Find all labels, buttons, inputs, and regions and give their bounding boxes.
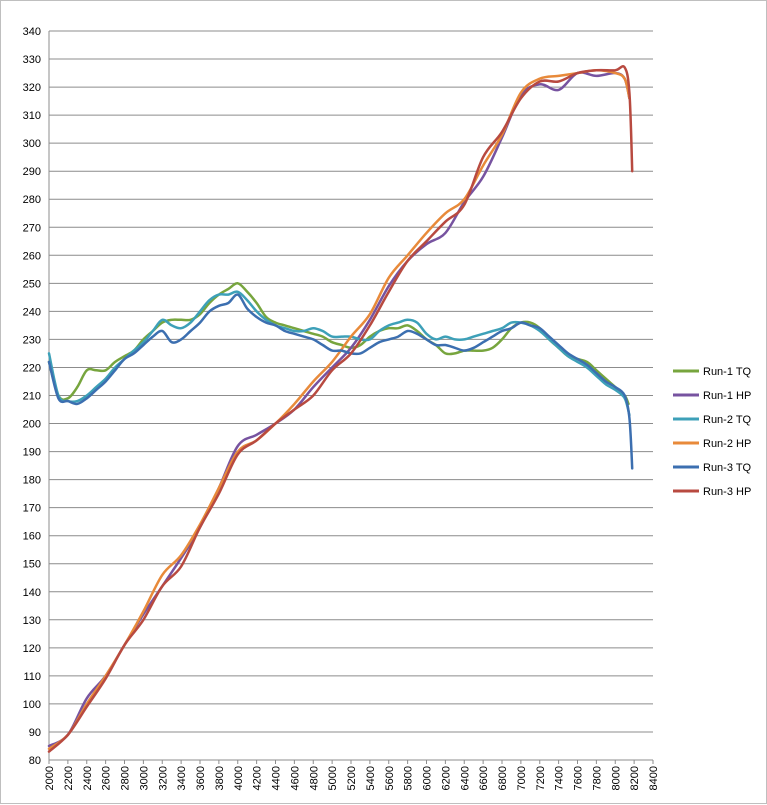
x-tick-label: 3400 xyxy=(176,766,188,790)
x-tick-label: 6400 xyxy=(459,766,471,790)
x-tick-label: 2800 xyxy=(120,766,132,790)
y-tick-label: 290 xyxy=(23,166,41,178)
x-tick-label: 3800 xyxy=(214,766,226,790)
x-tick-label: 3600 xyxy=(195,766,207,790)
legend-label: Run-1 TQ xyxy=(703,366,752,378)
x-tick-label: 7800 xyxy=(591,766,603,790)
series-line-run-1-tq xyxy=(47,282,630,406)
x-tick-label: 4200 xyxy=(252,766,264,790)
y-tick-label: 260 xyxy=(23,250,41,262)
x-tick-label: 5000 xyxy=(327,766,339,790)
y-tick-label: 320 xyxy=(23,82,41,94)
y-tick-label: 180 xyxy=(23,475,41,487)
x-tick-label: 8400 xyxy=(648,766,660,790)
series-line-run-1-hp xyxy=(47,71,631,748)
y-tick-label: 120 xyxy=(23,643,41,655)
x-tick-label: 4600 xyxy=(289,766,301,790)
legend-label: Run-1 HP xyxy=(703,390,751,402)
y-tick-label: 280 xyxy=(23,194,41,206)
x-tick-label: 3000 xyxy=(138,766,150,790)
y-tick-label: 210 xyxy=(23,391,41,403)
x-tick-label: 6800 xyxy=(497,766,509,790)
y-tick-label: 200 xyxy=(23,419,41,431)
y-tick-label: 310 xyxy=(23,110,41,122)
x-tick-label: 6200 xyxy=(440,766,452,790)
x-tick-label: 5400 xyxy=(365,766,377,790)
x-tick-label: 5600 xyxy=(384,766,396,790)
x-tick-label: 7600 xyxy=(573,766,585,790)
y-tick-label: 140 xyxy=(23,587,41,599)
x-tick-label: 4800 xyxy=(308,766,320,790)
y-tick-label: 240 xyxy=(23,306,41,318)
y-tick-label: 110 xyxy=(23,671,41,683)
series-line-run-3-hp xyxy=(47,65,634,753)
legend-label: Run-2 TQ xyxy=(703,414,752,426)
x-tick-label: 6600 xyxy=(478,766,490,790)
series-line-run-3-tq xyxy=(47,293,634,470)
x-tick-label: 4000 xyxy=(233,766,245,790)
y-tick-label: 150 xyxy=(23,559,41,571)
y-tick-label: 190 xyxy=(23,447,41,459)
y-tick-label: 130 xyxy=(23,615,41,627)
x-tick-label: 5200 xyxy=(346,766,358,790)
series-line-run-2-hp xyxy=(47,69,631,751)
x-tick-label: 4400 xyxy=(271,766,283,790)
y-tick-label: 170 xyxy=(23,503,41,515)
x-tick-label: 3200 xyxy=(157,766,169,790)
y-tick-label: 330 xyxy=(23,54,41,66)
x-tick-label: 7200 xyxy=(535,766,547,790)
x-tick-label: 8200 xyxy=(629,766,641,790)
x-tick-label: 5800 xyxy=(403,766,415,790)
x-tick-label: 2200 xyxy=(63,766,75,790)
y-tick-label: 160 xyxy=(23,531,41,543)
series-line-run-2-tq xyxy=(47,290,631,417)
y-tick-label: 300 xyxy=(23,138,41,150)
y-tick-label: 230 xyxy=(23,334,41,346)
y-tick-label: 270 xyxy=(23,222,41,234)
legend-label: Run-3 TQ xyxy=(703,462,752,474)
x-tick-label: 2600 xyxy=(101,766,113,790)
x-tick-label: 2400 xyxy=(82,766,94,790)
y-tick-label: 80 xyxy=(29,755,41,767)
x-tick-label: 7400 xyxy=(554,766,566,790)
y-tick-label: 340 xyxy=(23,26,41,38)
legend-label: Run-3 HP xyxy=(703,486,751,498)
x-tick-label: 7000 xyxy=(516,766,528,790)
y-tick-label: 220 xyxy=(23,362,41,374)
x-tick-label: 8000 xyxy=(610,766,622,790)
y-tick-label: 100 xyxy=(23,699,41,711)
x-tick-label: 2000 xyxy=(44,766,56,790)
x-tick-label: 6000 xyxy=(422,766,434,790)
legend-label: Run-2 HP xyxy=(703,438,751,450)
y-tick-label: 250 xyxy=(23,278,41,290)
y-tick-label: 90 xyxy=(29,727,41,739)
